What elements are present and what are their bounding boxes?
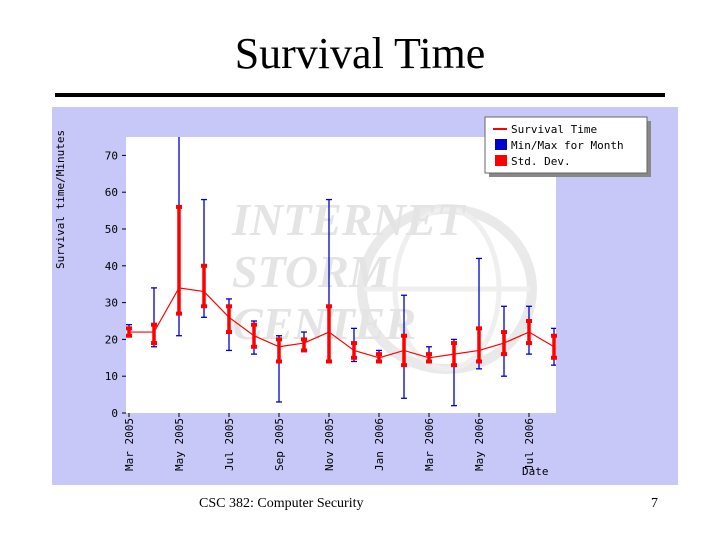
legend-label-minmax: Min/Max for Month [511,139,624,152]
x-tick-label-3: Sep 2005 [273,418,286,471]
stddev-low-cap-9 [351,355,357,360]
legend-stddev-swatch [495,155,507,166]
stddev-high-cap-6 [276,337,282,342]
watermark-line-2: STORM [232,246,392,297]
watermark-line-3: CENTER [232,298,416,349]
slide-title: Survival Time [234,29,486,78]
x-tick-label-6: Mar 2006 [423,418,436,471]
stddev-high-cap-1 [151,322,157,327]
legend-label-survival: Survival Time [511,123,597,136]
x-tick-label-0: Mar 2005 [123,418,136,471]
x-tick-label-2: Jul 2005 [223,418,236,471]
stddev-bars [126,204,557,368]
stddev-high-cap-7 [301,337,307,342]
x-axis-label: Date [522,465,549,478]
y-axis: 0 10 20 30 40 50 60 70 [105,149,126,420]
stddev-high-cap-12 [426,352,432,357]
stddev-high-cap-2 [176,204,182,209]
stddev-high-cap-10 [376,352,382,357]
legend: Survival Time Min/Max for Month Std. Dev… [484,116,651,177]
y-tick-label-10: 10 [105,370,118,383]
stddev-low-cap-14 [476,359,482,364]
watermark-logo: INTERNET STORM CENTER [231,194,537,374]
stddev-high-cap-5 [251,322,257,327]
stddev-high-cap-16 [526,319,532,323]
plot-area [126,137,556,413]
stddev-high-cap-4 [226,304,232,309]
stddev-low-cap-3 [201,304,207,309]
x-tick-label-1: May 2005 [173,418,186,471]
y-tick-label-30: 30 [105,297,118,310]
stddev-low-cap-2 [176,311,182,316]
stddev-low-cap-5 [251,344,257,349]
stddev-high-cap-11 [401,333,407,338]
legend-box [484,116,648,174]
stddev-high-cap-8 [326,304,332,309]
stddev-low-cap-12 [426,359,432,364]
y-tick-label-20: 20 [105,333,118,346]
y-tick-label-50: 50 [105,223,118,236]
x-tick-label-5: Jan 2006 [373,418,386,471]
stddev-low-cap-8 [326,359,332,364]
page-number: 7 [651,496,658,511]
y-tick-label-70: 70 [105,149,118,162]
y-tick-label-0: 0 [111,407,118,420]
y-axis-label: Survival time/Minutes [54,130,67,269]
stddev-low-cap-11 [401,363,407,368]
legend-minmax-swatch [495,139,507,150]
legend-label-stddev: Std. Dev. [511,155,571,168]
stddev-low-cap-16 [526,341,532,346]
watermark-line-1: INTERNET [231,194,466,245]
stddev-high-cap-13 [451,341,457,346]
stddev-low-cap-6 [276,359,282,364]
title-divider [55,93,665,97]
survival-time-chart: INTERNET STORM CENTER 0 10 20 30 40 50 60 70 Ma… [52,107,678,485]
x-tick-label-4: Nov 2005 [323,418,336,471]
x-tick-label-7: May 2006 [473,418,486,471]
stddev-high-cap-3 [201,263,207,268]
x-axis: Mar 2005 May 2005 Jul 2005 Sep 2005 Nov 2005… [123,413,536,471]
footer-course: CSC 382: Computer Security [199,496,364,511]
survival-time-line [129,287,555,359]
stddev-low-cap-0 [126,333,132,338]
stddev-high-cap-9 [351,341,357,346]
stddev-low-cap-15 [501,352,507,357]
stddev-low-cap-10 [376,359,382,364]
x-tick-label-8: Jul 2006 [523,418,536,471]
stddev-low-cap-13 [451,363,457,368]
y-tick-label-60: 60 [105,186,118,199]
stddev-low-cap-1 [151,341,157,346]
stddev-high-cap-15 [501,330,507,335]
stddev-low-cap-17 [551,355,557,360]
stddev-low-cap-4 [226,330,232,335]
y-tick-label-40: 40 [105,260,118,273]
stddev-low-cap-7 [301,348,307,353]
stddev-high-cap-17 [551,333,557,338]
stddev-high-cap-0 [126,326,132,331]
stddev-high-cap-14 [476,326,482,331]
